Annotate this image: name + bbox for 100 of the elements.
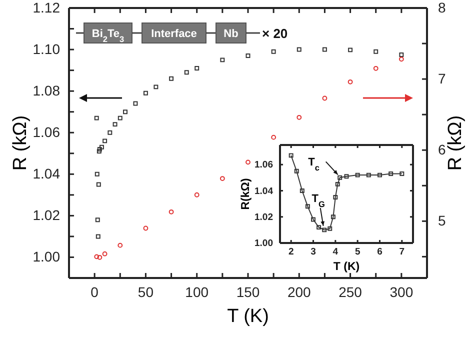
x-tick-label: 100 xyxy=(185,284,209,300)
y-tick-label: 1.10 xyxy=(32,41,60,58)
y-tick-label: 1.12 xyxy=(32,0,60,16)
point xyxy=(344,174,349,179)
annotation: Nb xyxy=(224,28,239,40)
point xyxy=(311,217,316,222)
point xyxy=(94,116,99,120)
annotation: T$_{G}$ xyxy=(312,192,325,208)
point xyxy=(133,101,138,106)
point xyxy=(328,226,332,231)
point xyxy=(348,79,353,84)
x-tick-label: 6 xyxy=(377,246,382,258)
point xyxy=(220,176,225,181)
point xyxy=(168,209,174,214)
point xyxy=(143,90,148,96)
y2-tick-label: 7 xyxy=(438,70,446,87)
x-tick-label: 7 xyxy=(399,246,405,258)
annotation: × 20 xyxy=(262,26,288,41)
point xyxy=(355,172,360,178)
point xyxy=(169,76,174,81)
point xyxy=(294,168,299,174)
point xyxy=(97,147,102,152)
point xyxy=(184,70,189,75)
y-tick-label: 1.06 xyxy=(32,124,60,140)
point xyxy=(94,254,100,260)
x-tick-label: 0 xyxy=(90,284,99,300)
point xyxy=(97,254,102,260)
point xyxy=(388,172,394,176)
y-tick-label: 1.02 xyxy=(254,212,273,223)
point xyxy=(95,218,100,222)
x-tick-label: 250 xyxy=(338,284,362,300)
x-tick-label: 3 xyxy=(310,246,316,258)
point xyxy=(100,144,104,150)
point xyxy=(288,153,294,158)
point xyxy=(271,134,276,140)
point xyxy=(96,182,101,187)
y2-tick-label: 6 xyxy=(438,142,446,158)
x-tick-label: 2 xyxy=(288,246,294,258)
point xyxy=(322,96,328,101)
x-tick-label: 200 xyxy=(287,284,312,300)
point xyxy=(305,204,310,209)
y2-tick-label: 8 xyxy=(438,0,446,16)
x-tick-label: 5 xyxy=(354,246,361,258)
point xyxy=(246,160,250,165)
x-tick-label: 300 xyxy=(390,284,414,300)
y2-axis-title: R (kΩ) xyxy=(445,115,466,171)
point xyxy=(399,52,404,57)
point xyxy=(118,116,122,120)
point xyxy=(246,54,250,58)
x-axis-title: T (K) xyxy=(227,306,269,327)
point xyxy=(96,149,102,154)
point xyxy=(322,47,327,52)
y-tick-label: 1.04 xyxy=(254,186,274,197)
point xyxy=(123,110,128,114)
point xyxy=(378,172,382,178)
point xyxy=(154,84,158,90)
point xyxy=(194,66,200,70)
point xyxy=(398,56,404,62)
y-tick-label: 1.02 xyxy=(32,207,60,224)
point xyxy=(94,172,100,176)
point xyxy=(333,195,338,200)
point xyxy=(330,214,336,220)
y-tick-label: 1.08 xyxy=(32,82,60,99)
point xyxy=(338,175,342,180)
x-tick-label: 150 xyxy=(236,284,260,300)
point xyxy=(374,49,378,54)
point xyxy=(296,47,302,52)
point xyxy=(96,234,100,239)
y-tick-label: 1.00 xyxy=(254,238,273,250)
annotation: Interface xyxy=(151,28,197,40)
point xyxy=(366,172,371,178)
point xyxy=(348,48,353,52)
point xyxy=(335,182,340,186)
annotation: Bi$_{2}$Te$_{3}$ xyxy=(92,28,125,44)
x-tick-label: 50 xyxy=(138,284,154,300)
point xyxy=(300,188,304,193)
point xyxy=(102,138,108,144)
line-series xyxy=(288,153,404,232)
y-tick-label: 1.06 xyxy=(254,160,273,171)
annotation: T$_{c}$ xyxy=(308,156,320,172)
point xyxy=(316,225,322,230)
point xyxy=(400,172,404,176)
point xyxy=(143,226,148,231)
point xyxy=(220,58,225,62)
y-axis-title: R(kΩ) xyxy=(240,178,252,210)
y-tick-label: 1.00 xyxy=(32,248,60,265)
point xyxy=(118,242,123,248)
x-axis-title: T (K) xyxy=(333,261,360,273)
point xyxy=(322,228,327,232)
y2-tick-label: 5 xyxy=(438,212,446,229)
point xyxy=(296,114,302,120)
x-tick-label: 4 xyxy=(332,246,339,258)
y-axis-title: R (kΩ) xyxy=(10,115,31,171)
point xyxy=(112,122,118,127)
point xyxy=(373,66,378,71)
point xyxy=(108,130,112,135)
point xyxy=(194,192,200,198)
y-tick-label: 1.04 xyxy=(32,166,60,182)
point xyxy=(102,251,108,256)
point xyxy=(271,49,276,54)
